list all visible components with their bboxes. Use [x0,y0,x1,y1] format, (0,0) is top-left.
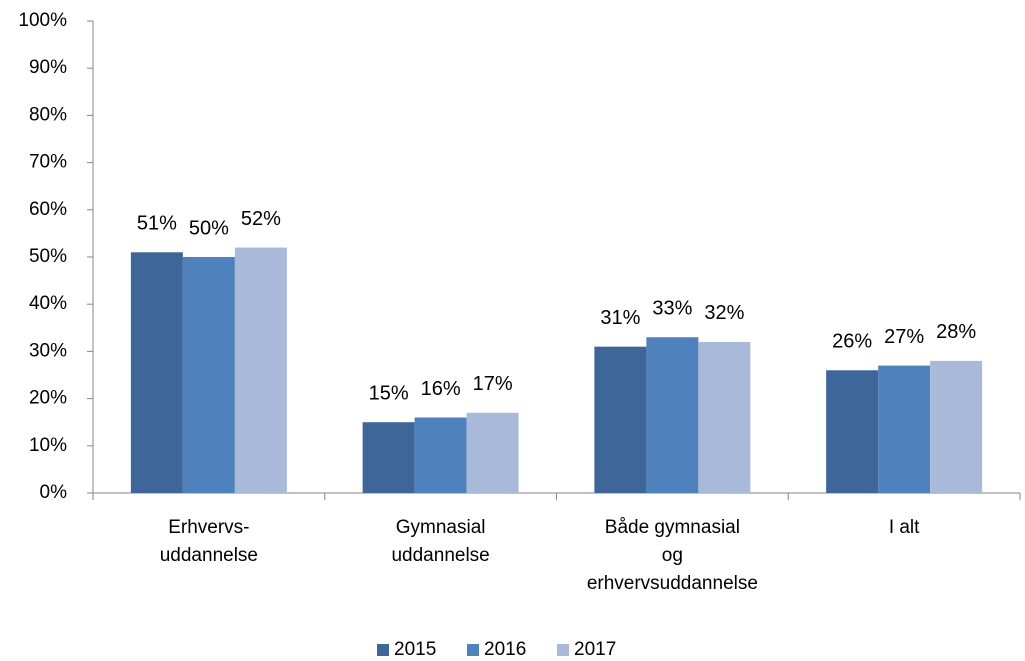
y-tick-label: 90% [29,57,67,78]
legend-label: 2017 [574,639,616,660]
x-tick-label: uddannelse [160,545,258,566]
bar [594,346,647,493]
y-tick-label: 50% [29,246,67,267]
y-tick-label: 100% [18,10,67,31]
value-label: 50% [189,217,229,239]
value-label: 31% [600,307,640,329]
x-tick-label: og [662,545,683,566]
value-label: 15% [369,382,409,404]
x-tick-label: Erhvervs- [168,517,249,538]
value-label: 28% [936,321,976,343]
legend-label: 2016 [484,639,526,660]
value-label: 33% [652,298,692,320]
bar [362,422,415,493]
value-label: 32% [704,302,744,324]
x-tick-label: uddannelse [391,545,489,566]
y-tick-label: 30% [29,340,67,361]
x-tick-label: Både gymnasial [605,517,740,538]
bar [930,360,983,493]
legend-swatch [377,644,389,656]
value-label: 27% [884,326,924,348]
value-label: 51% [137,213,177,235]
bar [466,412,519,493]
bar [826,370,879,493]
legend-label: 2015 [394,639,436,660]
bar [414,417,467,493]
bar [878,365,931,493]
x-tick-label: I alt [889,517,920,538]
y-tick-label: 40% [29,293,67,314]
bar [234,247,287,493]
y-tick-label: 20% [29,388,67,409]
value-label: 52% [241,208,281,230]
x-tick-label: erhvervsuddannelse [587,573,758,594]
y-tick-label: 0% [40,482,68,503]
y-tick-label: 70% [29,152,67,173]
y-tick-label: 60% [29,199,67,220]
bar [182,257,235,493]
bar [130,252,183,493]
value-label: 16% [421,378,461,400]
legend-swatch [557,644,569,656]
y-tick-label: 10% [29,435,67,456]
bar [646,337,699,493]
value-label: 26% [832,331,872,353]
value-label: 17% [473,373,513,395]
y-tick-label: 80% [29,104,67,125]
legend-swatch [467,644,479,656]
x-tick-label: Gymnasial [396,517,486,538]
bar [698,341,751,493]
